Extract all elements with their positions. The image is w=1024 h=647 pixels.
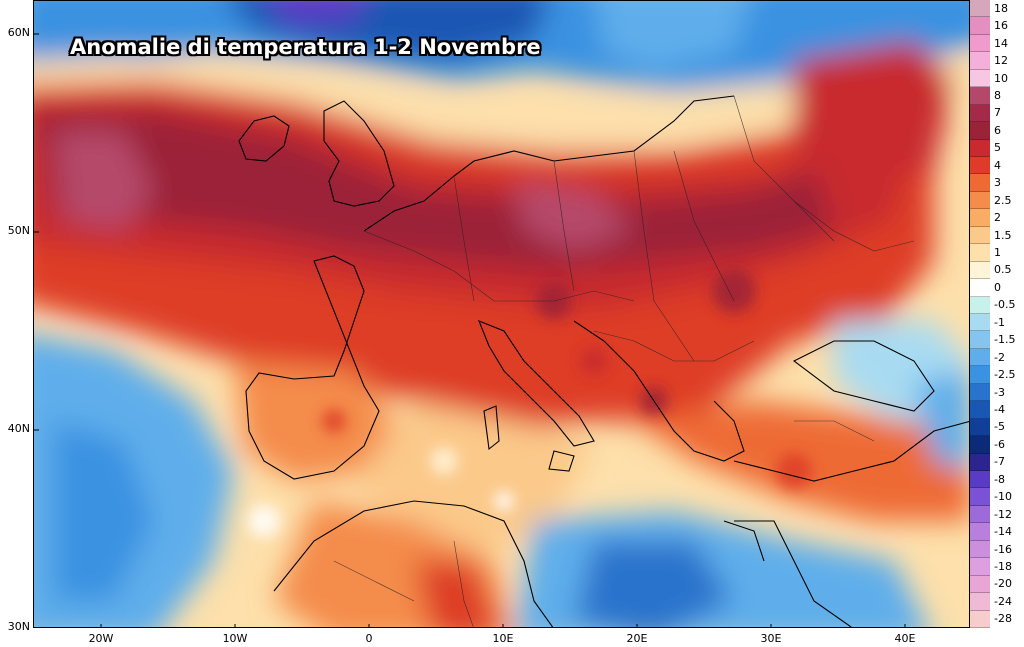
- legend-swatch: [970, 87, 990, 105]
- legend-label: 16: [994, 19, 1008, 33]
- country-borders: [333, 95, 915, 627]
- legend-swatch: [970, 104, 990, 123]
- legend-swatch: [970, 52, 990, 70]
- legend-label: 8: [994, 88, 1001, 102]
- legend-label: 2.5: [994, 193, 1012, 207]
- legend-label: 0: [994, 280, 1001, 294]
- lon-label-10w: 10W: [222, 632, 248, 645]
- legend-swatch: [970, 471, 990, 489]
- legend-label: -20: [994, 577, 1012, 591]
- legend-swatch: [970, 575, 990, 594]
- legend-swatch: [970, 488, 990, 506]
- legend-label: -18: [994, 559, 1012, 573]
- legend-label: -12: [994, 507, 1012, 521]
- lon-label-20e: 20E: [626, 632, 648, 645]
- legend-label: -16: [994, 542, 1012, 556]
- legend-label: 4: [994, 158, 1001, 172]
- legend-label: 0.5: [994, 263, 1012, 277]
- legend-swatch: [970, 610, 990, 628]
- legend-label: 5: [994, 141, 1001, 155]
- legend-label: 1: [994, 245, 1001, 259]
- legend-swatch: [970, 191, 990, 210]
- legend-swatch: [970, 401, 990, 419]
- legend-swatch: [970, 34, 990, 53]
- legend-label: -8: [994, 472, 1005, 486]
- legend-swatch: [970, 139, 990, 157]
- legend-swatch: [970, 505, 990, 524]
- legend-swatch: [970, 209, 990, 227]
- legend-label: -6: [994, 437, 1005, 451]
- axis-ticks: [34, 33, 906, 627]
- lon-label-0: 0: [365, 632, 373, 645]
- legend-swatch: [970, 261, 990, 280]
- legend-label: 6: [994, 123, 1001, 137]
- legend-swatch: [970, 331, 990, 349]
- legend-label: -10: [994, 490, 1012, 504]
- anomaly-detail: [248, 269, 812, 537]
- legend-label: -2: [994, 350, 1005, 364]
- lon-label-10e: 10E: [492, 632, 514, 645]
- legend-label: 1.5: [994, 228, 1012, 242]
- legend-swatch: [970, 348, 990, 367]
- lon-label-20w: 20W: [88, 632, 114, 645]
- legend-swatch: [970, 436, 990, 454]
- legend-label: -3: [994, 385, 1005, 399]
- legend-label: 18: [994, 1, 1008, 15]
- lon-label-30e: 30E: [760, 632, 782, 645]
- legend-swatch: [970, 383, 990, 402]
- legend-label: -1: [994, 315, 1005, 329]
- legend-swatch: [970, 296, 990, 314]
- legend-label: -14: [994, 525, 1012, 539]
- legend-swatch: [970, 418, 990, 437]
- legend-swatch: [970, 226, 990, 245]
- legend-swatch: [970, 523, 990, 541]
- legend-label: 14: [994, 36, 1008, 50]
- legend-swatch: [970, 453, 990, 471]
- legend-swatch: [970, 157, 990, 175]
- legend-label: -4: [994, 402, 1005, 416]
- legend-label: -1.5: [994, 333, 1016, 347]
- lat-label-30n: 30N: [7, 620, 30, 633]
- legend-label: -24: [994, 594, 1012, 608]
- legend-swatch: [970, 593, 990, 611]
- legend-swatch: [970, 17, 990, 35]
- legend-swatch: [970, 540, 990, 559]
- legend-swatch: [970, 279, 990, 297]
- legend-label: 2: [994, 211, 1001, 225]
- legend-swatch: [970, 174, 990, 192]
- legend-label: -7: [994, 455, 1005, 469]
- legend-swatch: [970, 69, 990, 88]
- map-title: Anomalie di temperatura 1-2 Novembre: [70, 35, 541, 59]
- temperature-anomaly-map: [34, 1, 969, 627]
- lon-label-40e: 40E: [894, 632, 916, 645]
- lat-label-40n: 40N: [7, 422, 30, 435]
- legend-swatch: [970, 0, 990, 18]
- lat-label-60n: 60N: [7, 26, 30, 39]
- legend-label: -28: [994, 612, 1012, 626]
- legend-label: 3: [994, 176, 1001, 190]
- legend-swatch: [970, 244, 990, 262]
- legend-swatch: [970, 314, 990, 332]
- legend-label: -5: [994, 420, 1005, 434]
- legend-label: 7: [994, 106, 1001, 120]
- coastlines: [238, 95, 969, 627]
- legend-label: -2.5: [994, 368, 1016, 382]
- legend-label: 12: [994, 54, 1008, 68]
- anomaly-field: [34, 1, 969, 627]
- lat-label-50n: 50N: [7, 224, 30, 237]
- legend-swatch: [970, 366, 990, 384]
- map-panel: Anomalie di temperatura 1-2 Novembre: [33, 0, 970, 628]
- legend-label: -0.5: [994, 298, 1016, 312]
- legend-swatch: [970, 558, 990, 576]
- legend-swatch: [970, 122, 990, 140]
- legend-label: 10: [994, 71, 1008, 85]
